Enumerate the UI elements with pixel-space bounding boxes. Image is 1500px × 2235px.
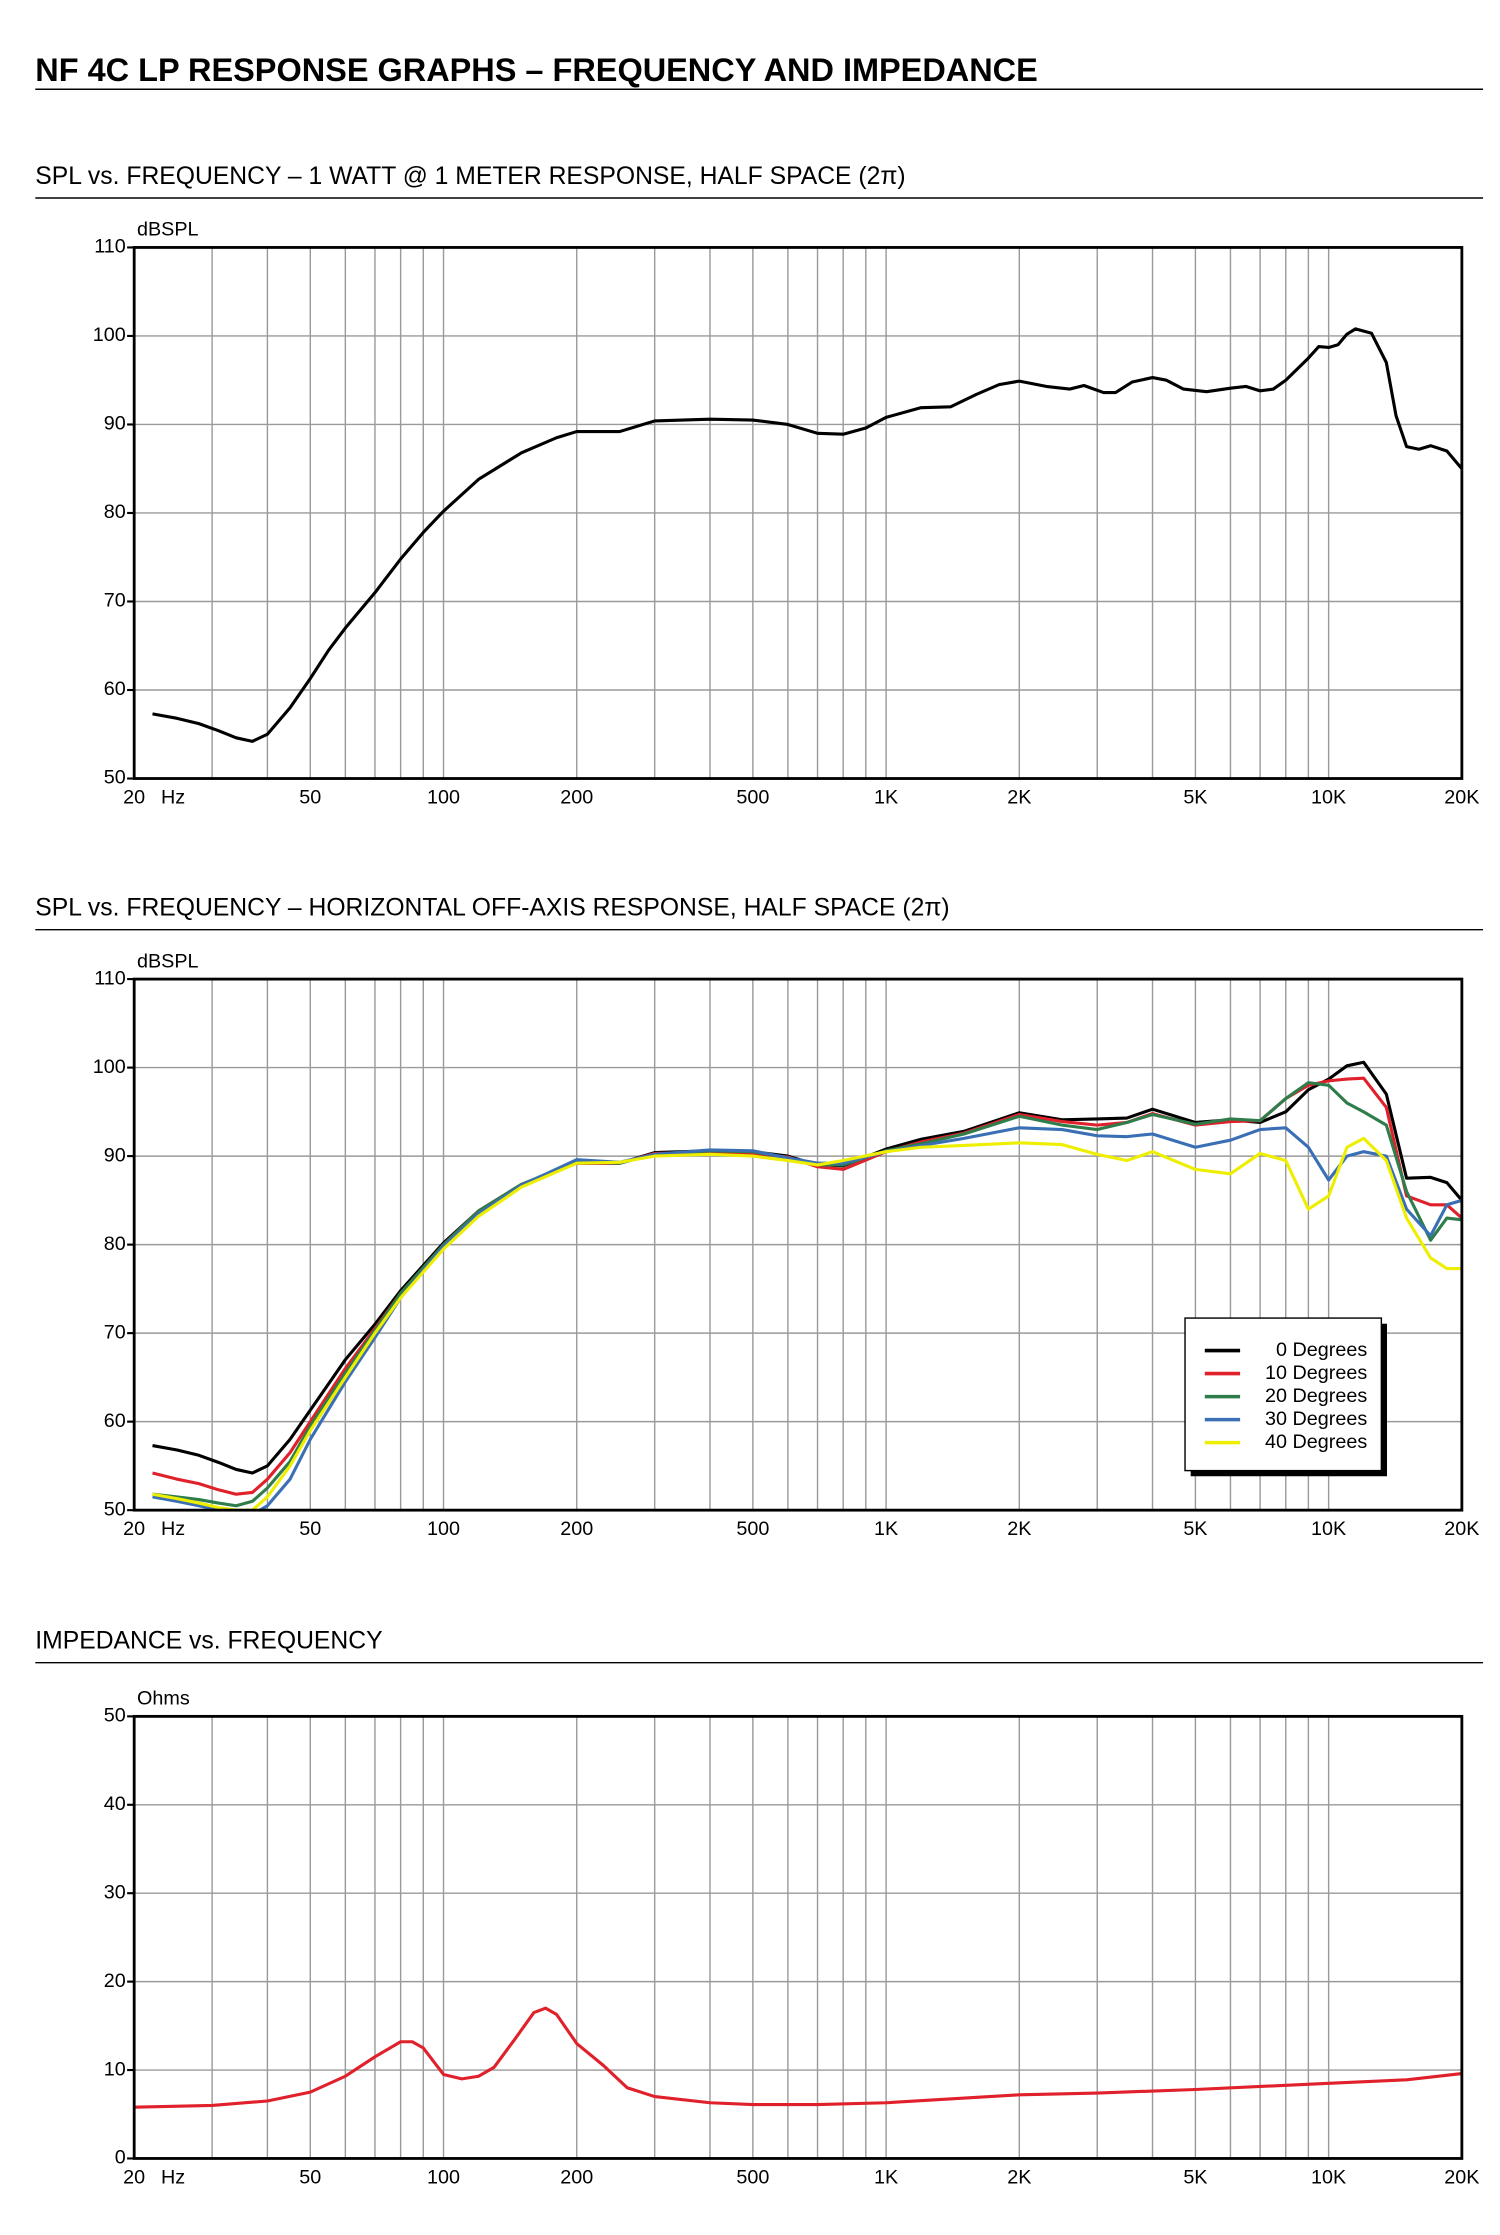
y-tick-label: 0: [115, 2147, 126, 2169]
y-tick-label: 80: [104, 1233, 126, 1255]
y-tick-label: 40: [104, 1793, 126, 1815]
x-axis-label: Hz: [161, 787, 185, 809]
x-tick-label: 50: [299, 787, 321, 809]
legend-label: 0 Degrees: [1276, 1339, 1367, 1361]
y-tick-label: 60: [104, 1410, 126, 1432]
data-line: [152, 1076, 1462, 1496]
y-tick-label: 20: [104, 1970, 126, 1992]
x-tick-label: 5K: [1183, 787, 1207, 809]
y-tick-label: 50: [104, 1498, 126, 1520]
x-tick-label: 20: [123, 2166, 145, 2188]
x-tick-label: 50: [299, 2166, 321, 2188]
x-tick-label: 50: [299, 1518, 321, 1540]
y-axis-label: dBSPL: [137, 950, 199, 972]
x-tick-label: 2K: [1007, 787, 1031, 809]
y-tick-label: 100: [93, 324, 126, 346]
y-axis-label: Ohms: [137, 1688, 190, 1710]
x-tick-label: 1K: [874, 1518, 898, 1540]
x-tick-label: 1K: [874, 2166, 898, 2188]
y-axis-label: dBSPL: [137, 219, 199, 241]
legend: [1184, 1317, 1383, 1472]
x-tick-label: 100: [427, 787, 460, 809]
plot-frame: [132, 246, 1464, 780]
y-tick-label: 70: [104, 1321, 126, 1343]
legend-label: 10 Degrees: [1265, 1362, 1367, 1384]
x-tick-label: 20K: [1444, 787, 1479, 809]
page-title: NF 4C LP RESPONSE GRAPHS – FREQUENCY AND…: [35, 52, 1038, 88]
chart-title: IMPEDANCE vs. FREQUENCY: [35, 1628, 382, 1655]
x-tick-label: 5K: [1183, 1518, 1207, 1540]
legend-label: 20 Degrees: [1265, 1385, 1367, 1407]
x-tick-label: 500: [736, 1518, 769, 1540]
y-tick-label: 50: [104, 767, 126, 789]
legend-label: 30 Degrees: [1265, 1408, 1367, 1430]
x-tick-label: 20K: [1444, 1518, 1479, 1540]
y-tick-label: 110: [94, 236, 126, 258]
y-tick-label: 90: [104, 413, 126, 435]
x-axis-label: Hz: [161, 2166, 185, 2188]
plot-frame: [132, 1714, 1464, 2160]
chart-title: SPL vs. FREQUENCY – 1 WATT @ 1 METER RES…: [35, 163, 905, 190]
plot-area: [152, 327, 1462, 743]
x-tick-label: 200: [560, 787, 593, 809]
x-tick-label: 200: [560, 1518, 593, 1540]
plot-frame: [132, 977, 1464, 1512]
x-tick-label: 500: [736, 787, 769, 809]
y-tick-label: 60: [104, 678, 126, 700]
x-tick-label: 20: [123, 787, 145, 809]
legend-label: 40 Degrees: [1265, 1431, 1367, 1453]
y-tick-label: 80: [104, 501, 126, 523]
y-tick-label: 50: [104, 1705, 126, 1727]
x-tick-label: 10K: [1311, 1518, 1346, 1540]
plot-area: [134, 2006, 1462, 2109]
y-tick-label: 100: [93, 1056, 126, 1078]
data-line: [152, 1136, 1462, 1511]
x-tick-label: 1K: [874, 787, 898, 809]
y-tick-label: 30: [104, 1881, 126, 1903]
x-tick-label: 500: [736, 2166, 769, 2188]
x-tick-label: 20K: [1444, 2166, 1479, 2188]
x-tick-label: 2K: [1007, 1518, 1031, 1540]
x-tick-label: 20: [123, 1518, 145, 1540]
y-tick-label: 70: [104, 590, 126, 612]
y-tick-label: 10: [104, 2058, 126, 2080]
plot-area: [152, 1060, 1462, 1511]
x-tick-label: 10K: [1311, 2166, 1346, 2188]
x-tick-label: 2K: [1007, 2166, 1031, 2188]
x-tick-label: 5K: [1183, 2166, 1207, 2188]
x-axis-label: Hz: [161, 1518, 185, 1540]
x-tick-label: 100: [427, 1518, 460, 1540]
y-tick-label: 90: [104, 1144, 126, 1166]
data-line: [152, 327, 1462, 743]
chart-title: SPL vs. FREQUENCY – HORIZONTAL OFF-AXIS …: [35, 895, 949, 922]
x-tick-label: 100: [427, 2166, 460, 2188]
x-tick-label: 200: [560, 2166, 593, 2188]
y-tick-label: 110: [94, 967, 126, 989]
data-line: [152, 1081, 1462, 1508]
x-tick-label: 10K: [1311, 787, 1346, 809]
data-line: [134, 2006, 1462, 2109]
